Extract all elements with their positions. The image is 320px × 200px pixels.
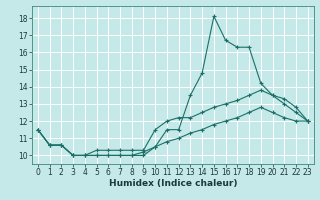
X-axis label: Humidex (Indice chaleur): Humidex (Indice chaleur): [108, 179, 237, 188]
